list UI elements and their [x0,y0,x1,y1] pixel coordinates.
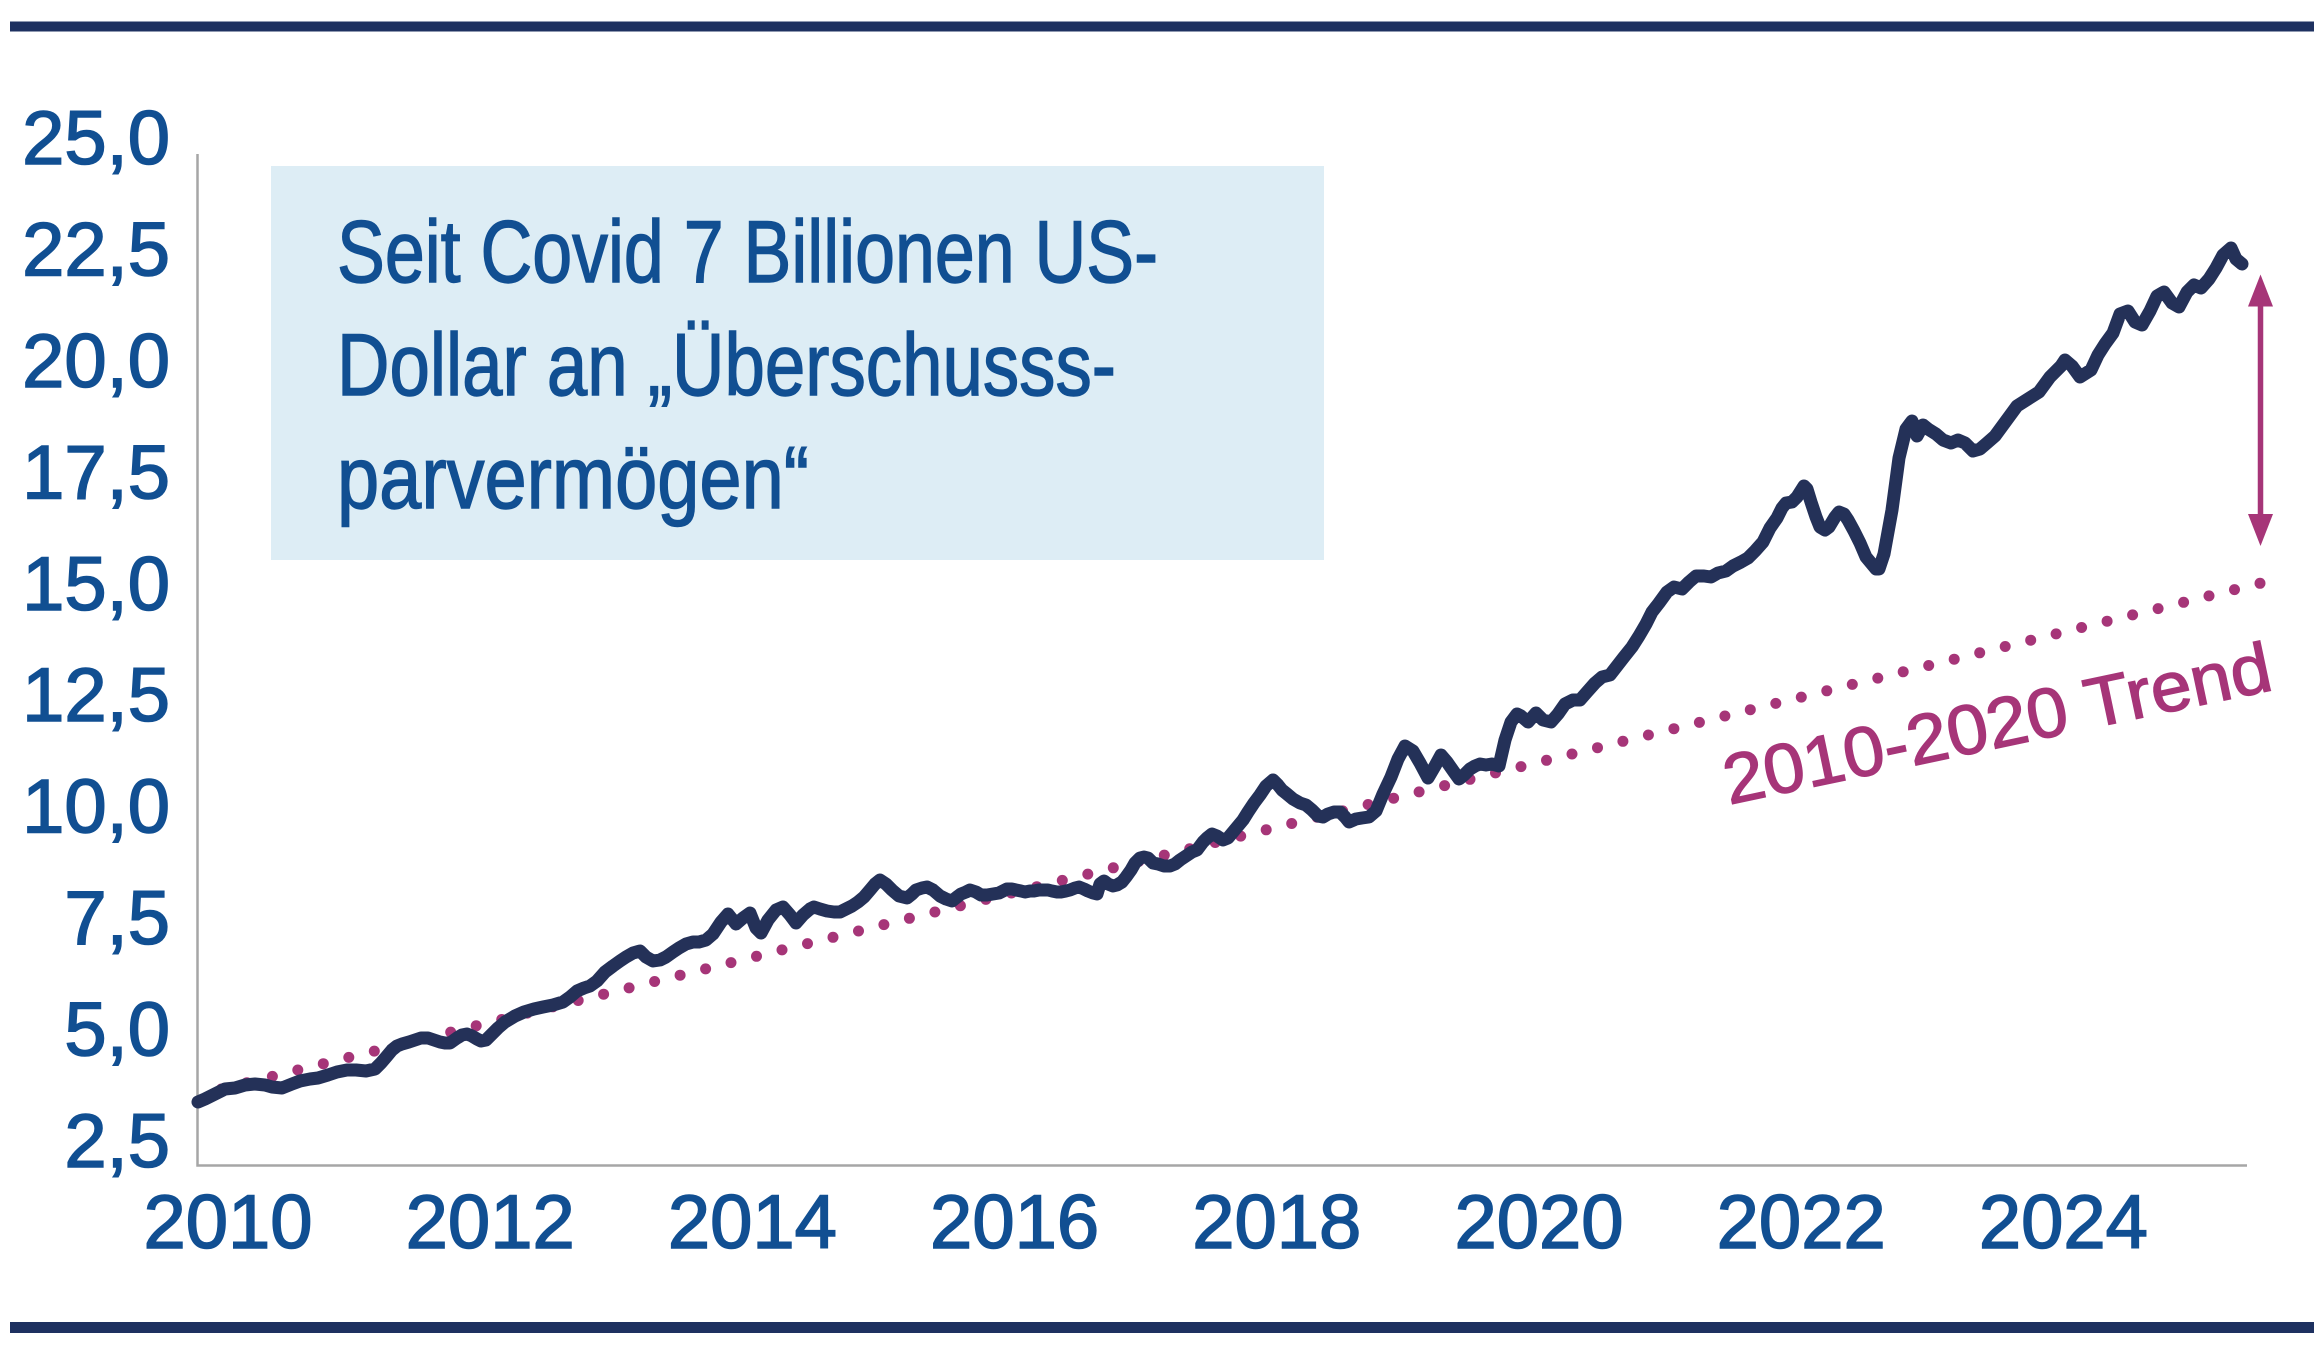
svg-text:2012: 2012 [406,1180,575,1265]
svg-text:15,0: 15,0 [22,542,170,627]
svg-text:2010: 2010 [143,1180,312,1265]
svg-text:12,5: 12,5 [22,653,170,738]
svg-text:20,0: 20,0 [22,319,170,404]
svg-text:2014: 2014 [668,1180,837,1265]
svg-text:7,5: 7,5 [64,876,170,961]
svg-text:22,5: 22,5 [22,207,170,292]
svg-text:parvermögen“: parvermögen“ [337,428,809,527]
svg-text:Dollar an „Überschusss-: Dollar an „Überschusss- [337,315,1116,414]
svg-text:2022: 2022 [1717,1180,1886,1265]
svg-text:25,0: 25,0 [22,96,170,181]
svg-text:17,5: 17,5 [22,430,170,515]
svg-text:2018: 2018 [1192,1180,1361,1265]
svg-text:5,0: 5,0 [64,988,170,1073]
svg-text:2020: 2020 [1454,1180,1623,1265]
svg-text:10,0: 10,0 [22,765,170,850]
svg-text:Seit Covid 7 Billionen US-: Seit Covid 7 Billionen US- [337,202,1158,301]
svg-text:2,5: 2,5 [64,1099,170,1184]
svg-text:2024: 2024 [1979,1180,2148,1265]
svg-text:2016: 2016 [930,1180,1099,1265]
